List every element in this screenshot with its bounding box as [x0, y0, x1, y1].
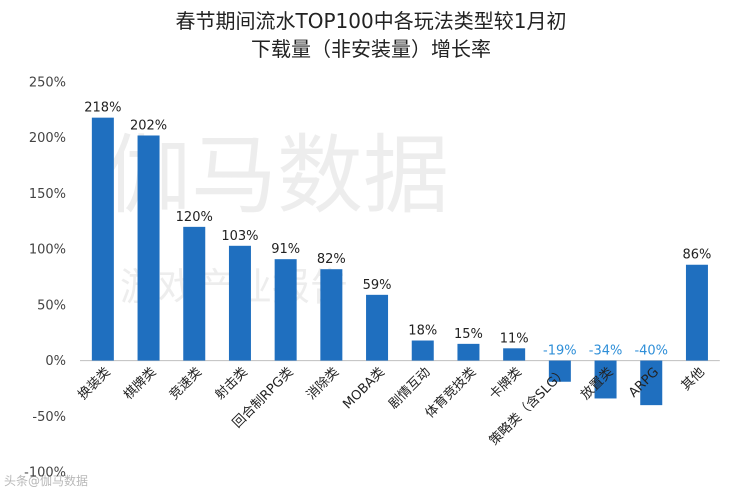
y-tick-label: -50% [32, 410, 66, 425]
x-tick-label: 消除类 [304, 365, 342, 403]
y-tick-label: 0% [45, 354, 66, 369]
data-label: 91% [271, 242, 300, 257]
chart-title-line-1: 春节期间流水TOP100中各玩法类型较1月初 [176, 9, 567, 33]
data-label: 15% [454, 327, 483, 342]
bar [228, 245, 251, 361]
x-tick-label: 卡牌类 [486, 364, 525, 403]
x-tick-label: 射击类 [212, 364, 251, 403]
x-tick-label: 竞速类 [166, 364, 205, 403]
bar [503, 348, 526, 361]
x-tick-label: 剧情互动 [386, 365, 433, 412]
data-labels: 218% 202% 120% 103% 91% 82% 59% 18% 15% 11% -19% -3… [84, 101, 711, 359]
bar [183, 226, 206, 361]
data-label: -40% [634, 344, 668, 359]
bar [274, 259, 297, 361]
y-tick-label: 50% [37, 298, 66, 313]
data-label: 18% [408, 324, 437, 339]
bar [594, 360, 617, 399]
bar [640, 360, 663, 406]
data-label: 218% [84, 101, 121, 116]
data-label: 11% [500, 331, 529, 346]
x-tick-label: 换装类 [75, 365, 113, 403]
bar [411, 340, 434, 361]
data-label: 202% [130, 118, 167, 133]
x-tick-label: 策略类（含SLG） [486, 364, 571, 449]
x-tick-label: MOBA类 [340, 365, 388, 413]
data-label: -19% [543, 344, 577, 359]
bar [137, 135, 160, 361]
data-label: -34% [589, 344, 623, 359]
data-label: 103% [221, 229, 258, 244]
y-tick-label: 100% [29, 243, 66, 258]
bar [457, 343, 480, 361]
y-tick-label: 250% [29, 76, 66, 91]
data-label: 120% [176, 210, 213, 225]
y-tick-label: 150% [29, 187, 66, 202]
bar [548, 360, 571, 382]
watermark-main: 伽马数据 [105, 126, 449, 226]
y-axis: 250% 200% 150% 100% 50% 0% -50% -100% [24, 76, 66, 481]
chart-title-line-2: 下载量（非安装量）增长率 [251, 37, 491, 61]
bar [320, 269, 343, 361]
data-label: 82% [317, 252, 346, 267]
bars [91, 117, 708, 406]
bar [91, 117, 114, 361]
bar [366, 294, 389, 361]
x-tick-label: 棋牌类 [120, 364, 159, 403]
y-tick-label: -100% [24, 466, 66, 481]
y-tick-label: 200% [29, 131, 66, 146]
data-label: 86% [682, 248, 711, 263]
x-tick-label: 其他 [679, 365, 708, 394]
bar [685, 264, 708, 361]
data-label: 59% [363, 278, 392, 293]
watermark-corner: 头条@伽马数据 [4, 473, 88, 488]
